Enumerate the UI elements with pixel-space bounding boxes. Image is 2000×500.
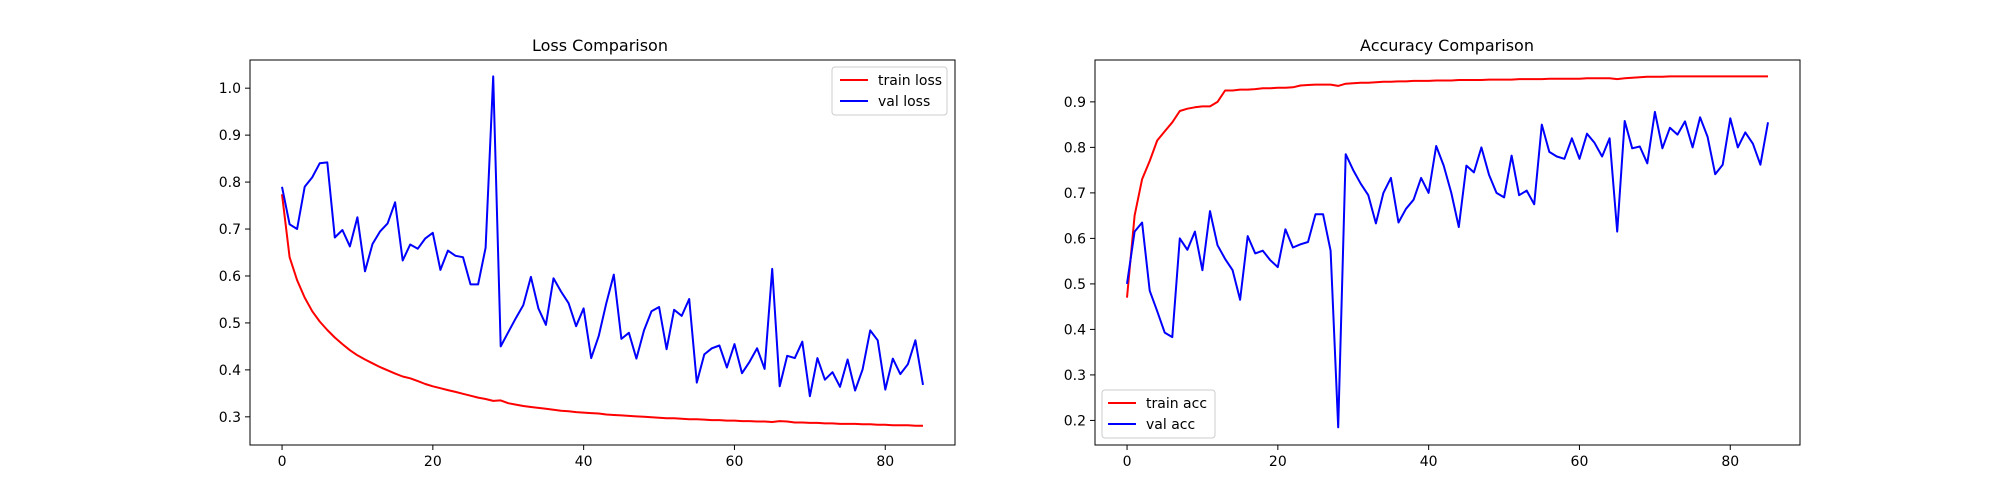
val-acc-line: [1126, 110, 1769, 429]
x-tick-label: 20: [424, 454, 442, 470]
x-tick-label: 0: [1123, 454, 1132, 470]
y-tick-label: 0.2: [1064, 413, 1086, 429]
legend-label-train-loss: train loss: [878, 73, 942, 89]
x-tick-label: 20: [1269, 454, 1287, 470]
legend-label-train-acc: train acc: [1146, 396, 1207, 412]
y-tick-label: 1.0: [219, 81, 241, 97]
y-tick-label: 0.4: [1064, 322, 1086, 338]
accuracy-chart-title: Accuracy Comparison: [1360, 36, 1534, 55]
loss-legend: train loss val loss: [831, 66, 948, 116]
train-acc-line: [1126, 75, 1768, 298]
y-tick-label: 0.3: [1064, 368, 1086, 384]
y-tick-label: 0.6: [219, 269, 241, 285]
y-tick-label: 0.5: [219, 316, 241, 332]
y-tick-label: 0.7: [219, 222, 241, 238]
x-tick-label: 60: [726, 454, 744, 470]
y-tick-label: 0.9: [219, 128, 241, 144]
y-tick-label: 0.3: [219, 410, 241, 426]
accuracy-comparison-chart: Accuracy Comparison 0 20 40 60 80 0.2 0.3 0.4 0.…: [1064, 36, 1801, 470]
y-tick-label: 0.5: [1064, 277, 1086, 293]
x-tick-label: 40: [1420, 454, 1438, 470]
y-tick-label: 0.7: [1064, 186, 1086, 202]
accuracy-axes-frame: [1094, 59, 1801, 446]
legend-label-val-acc: val acc: [1146, 417, 1195, 433]
y-tick-label: 0.9: [1064, 95, 1086, 111]
accuracy-legend: train acc val acc: [1101, 389, 1216, 439]
y-tick-label: 0.4: [219, 363, 241, 379]
accuracy-plot-area: 0 20 40 60 80 0.2 0.3 0.4 0.5 0.6 0.7 0.8 0.9: [1064, 75, 1769, 470]
x-tick-label: 80: [1721, 454, 1739, 470]
loss-plot-area: 0 20 40 60 80 0.3 0.4 0.5 0.6 0.7 0.8 0.9 1.0: [219, 75, 924, 470]
y-tick-label: 0.6: [1064, 231, 1086, 247]
x-tick-label: 40: [575, 454, 593, 470]
val-loss-line: [281, 75, 924, 398]
loss-comparison-chart: Loss Comparison 0 20 40 60 80 0.3 0.4 0.5 0.6 0.7…: [219, 36, 956, 470]
x-tick-label: 60: [1571, 454, 1589, 470]
train-loss-line: [281, 194, 923, 427]
y-tick-label: 0.8: [1064, 140, 1086, 156]
y-tick-label: 0.8: [219, 175, 241, 191]
x-tick-label: 0: [278, 454, 287, 470]
x-tick-label: 80: [876, 454, 894, 470]
loss-axes-frame: [249, 59, 956, 446]
legend-label-val-loss: val loss: [878, 94, 930, 110]
loss-chart-title: Loss Comparison: [532, 36, 668, 55]
